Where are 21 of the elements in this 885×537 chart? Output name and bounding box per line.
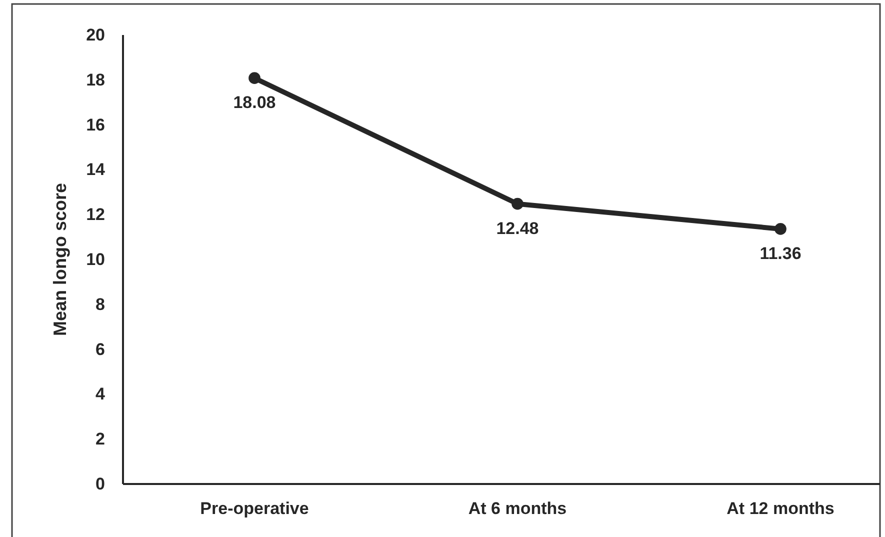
point xyxy=(512,198,524,210)
y-tick-label: 18 xyxy=(86,70,105,90)
x-tick-label: Pre-operative xyxy=(200,499,309,518)
x-tick-label: At 12 months xyxy=(726,499,834,518)
y-tick-label: 10 xyxy=(86,250,105,269)
y-tick-label: 14 xyxy=(86,160,106,180)
y-tick-label: 16 xyxy=(86,115,105,134)
x-tick-label: At 6 months xyxy=(468,499,567,518)
y-tick-label: 20 xyxy=(86,25,105,44)
point xyxy=(774,223,786,235)
data-label: 18.08 xyxy=(233,93,276,112)
y-tick-label: 8 xyxy=(96,294,105,314)
y-tick-label: 12 xyxy=(86,205,105,224)
y-tick-label: 0 xyxy=(96,474,105,494)
y-tick-label: 4 xyxy=(96,384,106,404)
y-axis-title: Mean longo score xyxy=(50,182,70,336)
y-tick-label: 2 xyxy=(96,430,105,449)
y-tick-label: 6 xyxy=(96,340,105,359)
data-label: 12.48 xyxy=(496,218,539,238)
point xyxy=(248,72,260,84)
data-label: 11.36 xyxy=(760,244,802,263)
